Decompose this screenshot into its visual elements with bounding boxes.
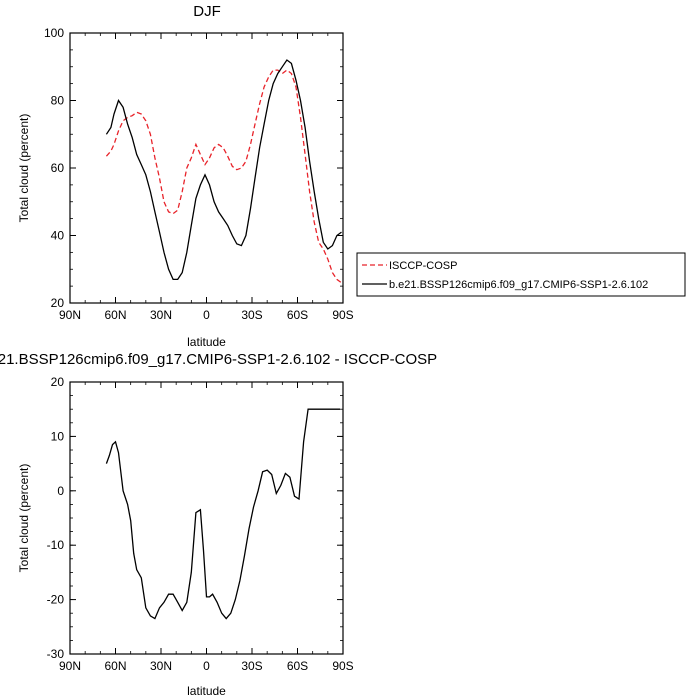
y-tick-label: 40 <box>51 229 65 243</box>
y-tick-label: -20 <box>47 593 65 607</box>
x-tick-label: 30S <box>241 659 262 673</box>
chart-title: b.e21.BSSP126cmip6.f09_g17.CMIP6-SSP1-2.… <box>0 351 437 368</box>
x-tick-label: 30S <box>241 308 262 322</box>
x-tick-label: 0 <box>203 659 210 673</box>
legend-label-model: b.e21.BSSP126cmip6.f09_g17.CMIP6-SSP1-2.… <box>389 279 648 291</box>
y-tick-label: 20 <box>51 296 65 310</box>
x-tick-label: 60S <box>287 308 308 322</box>
x-tick-label: 60N <box>104 308 126 322</box>
y-axis-label: Total cloud (percent) <box>17 114 31 223</box>
bottom-chart: b.e21.BSSP126cmip6.f09_g17.CMIP6-SSP1-2.… <box>0 351 437 698</box>
x-tick-label: 90N <box>59 308 81 322</box>
plot-frame <box>69 381 344 655</box>
y-tick-label: 20 <box>51 375 65 389</box>
x-tick-label: 90S <box>332 308 353 322</box>
series-line-1 <box>105 59 342 281</box>
y-tick-label: 60 <box>51 161 65 175</box>
x-tick-label: 90S <box>332 659 353 673</box>
x-tick-label: 30N <box>150 308 172 322</box>
series-line-0 <box>105 408 340 620</box>
y-axis-label: Total cloud (percent) <box>17 464 31 573</box>
x-axis-label: latitude <box>187 335 226 349</box>
top-chart: DJF 90N 60N 30N 0 30S 60S 90S 20 40 60 80 100 latitud… <box>17 3 354 349</box>
plot-frame <box>69 32 344 304</box>
x-tick-label: 30N <box>150 659 172 673</box>
y-tick-label: 80 <box>51 94 65 108</box>
legend-box <box>356 252 686 297</box>
x-axis-label: latitude <box>187 684 226 698</box>
y-tick-label: -10 <box>47 538 65 552</box>
x-tick-label: 60S <box>287 659 308 673</box>
y-tick-label: -30 <box>47 647 65 661</box>
legend: ISCCP-COSP b.e21.BSSP126cmip6.f09_g17.CM… <box>356 252 686 297</box>
y-tick-label: 100 <box>44 26 64 40</box>
x-tick-label: 90N <box>59 659 81 673</box>
legend-label-isccp: ISCCP-COSP <box>389 260 457 272</box>
x-tick-label: 0 <box>203 308 210 322</box>
y-tick-label: 10 <box>51 429 65 443</box>
series-line-0 <box>105 69 342 284</box>
chart-title: DJF <box>193 3 221 20</box>
x-tick-label: 60N <box>104 659 126 673</box>
y-tick-label: 0 <box>57 484 64 498</box>
